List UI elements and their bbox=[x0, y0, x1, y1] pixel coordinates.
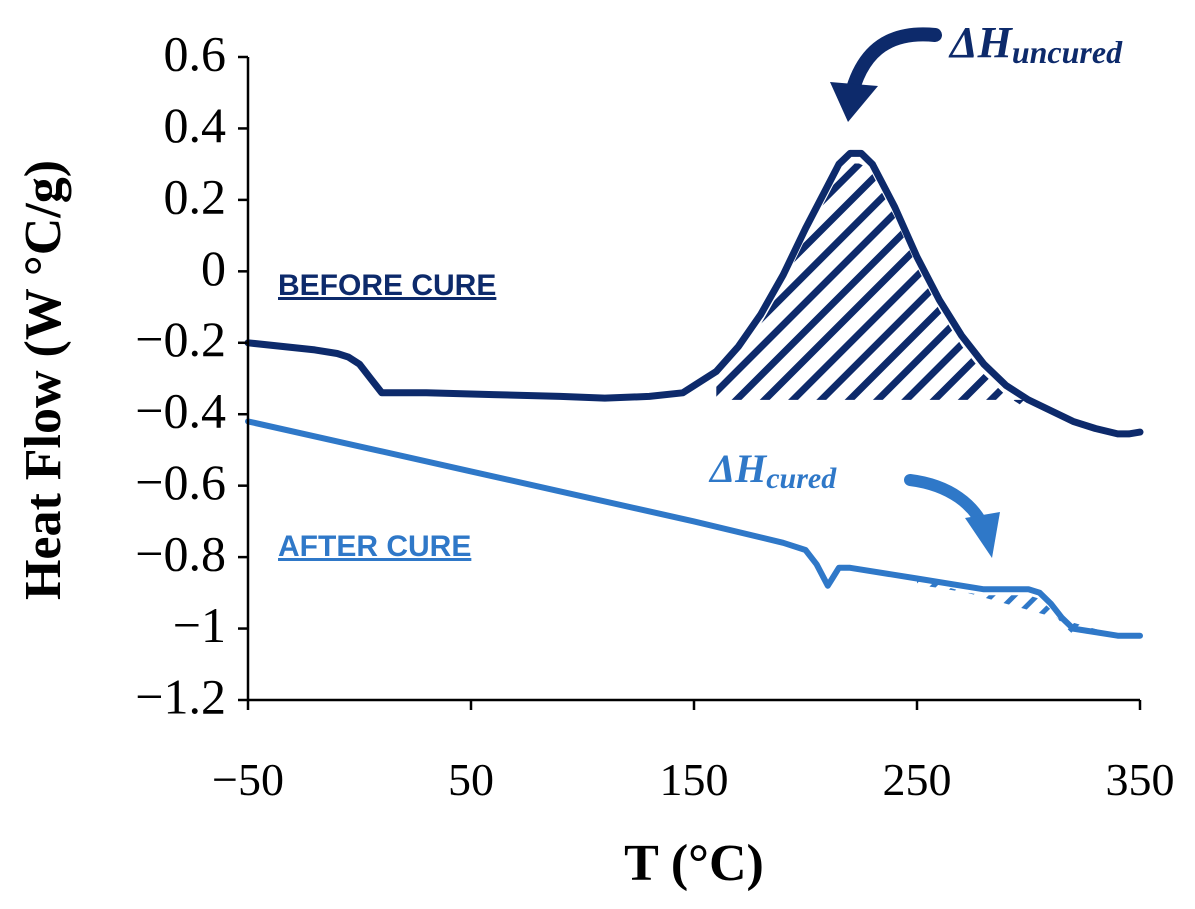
dh-cured-subscript: cured bbox=[766, 462, 837, 495]
y-tick-label: −1 bbox=[173, 597, 226, 653]
series-lines bbox=[244, 149, 1144, 639]
after-cure-line bbox=[245, 418, 1143, 639]
x-tick-label: 150 bbox=[660, 754, 729, 805]
y-tick-label: 0.4 bbox=[164, 97, 227, 153]
dh-cured-arrowhead bbox=[965, 512, 1000, 558]
annotations: ΔHuncured ΔHcured bbox=[708, 18, 1123, 558]
y-tick-label: 0.2 bbox=[164, 168, 227, 224]
y-tick-label: −1.2 bbox=[135, 668, 226, 724]
dh-uncured-prefix: ΔH bbox=[948, 18, 1014, 67]
y-tick-label: −0.4 bbox=[135, 383, 226, 439]
y-ticks: 0.6 0.4 0.2 0 −0.2 −0.4 −0.6 −0.8 −1 −1.2 bbox=[135, 25, 248, 724]
x-tick-label: 350 bbox=[1106, 754, 1175, 805]
x-tick-label: −50 bbox=[212, 754, 284, 805]
x-tick-label: 250 bbox=[883, 754, 952, 805]
before-cure-line bbox=[244, 149, 1144, 438]
y-axis-title: Heat Flow (W °C/g) bbox=[15, 160, 72, 600]
y-tick-label: −0.2 bbox=[135, 311, 226, 367]
dh-uncured-label: ΔHuncured bbox=[948, 18, 1123, 70]
dh-uncured-subscript: uncured bbox=[1012, 34, 1123, 70]
dh-cured-prefix: ΔH bbox=[708, 446, 768, 491]
dh-cured-label: ΔHcured bbox=[708, 446, 837, 495]
y-tick-label: −0.8 bbox=[135, 526, 226, 582]
x-tick-label: 50 bbox=[448, 754, 494, 805]
y-tick-label: 0.6 bbox=[164, 25, 227, 81]
x-ticks: −50 50 150 250 350 bbox=[212, 700, 1175, 805]
x-axis-title: T (°C) bbox=[624, 835, 764, 892]
hatched-areas bbox=[716, 163, 1107, 635]
y-tick-label: 0 bbox=[201, 240, 226, 296]
y-tick-label: −0.6 bbox=[135, 454, 226, 510]
legend-after-cure: AFTER CURE bbox=[278, 530, 471, 563]
legend-before-cure: BEFORE CURE bbox=[278, 269, 496, 302]
dh-uncured-arrowhead bbox=[830, 82, 878, 122]
uncured-hatch-area bbox=[716, 163, 1029, 410]
